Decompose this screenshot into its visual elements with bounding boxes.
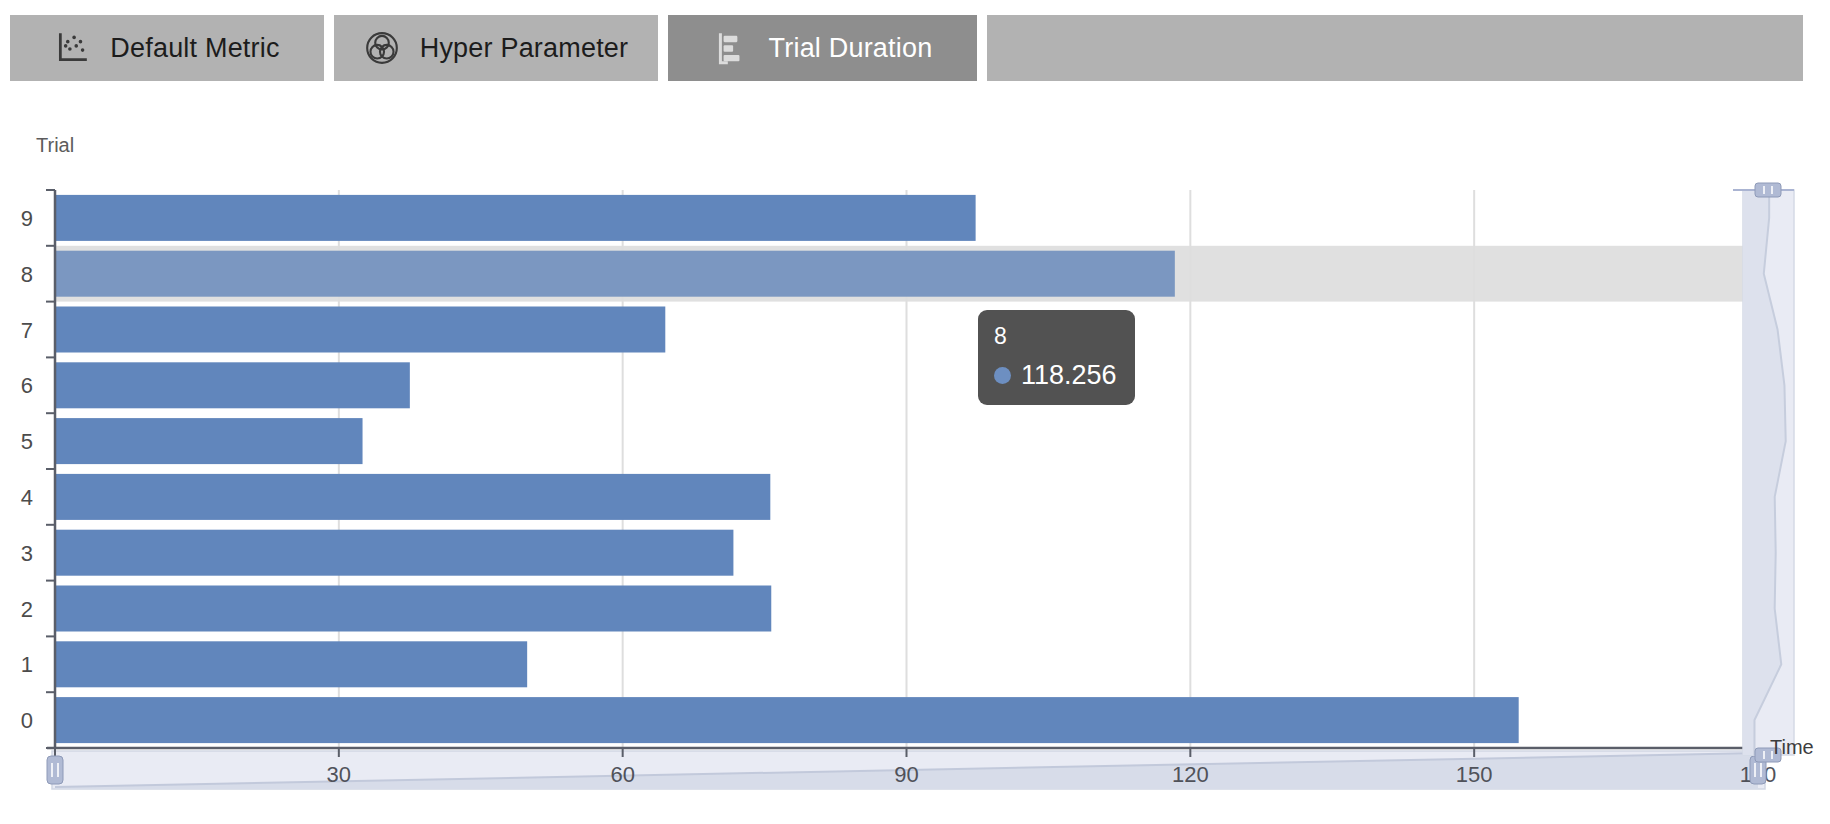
bar-trial-9[interactable] [56, 195, 976, 241]
y-axis-label-3: 3 [21, 541, 33, 566]
bar-trial-2[interactable] [56, 586, 771, 632]
y-axis-label-4: 4 [21, 485, 33, 510]
bar-trial-5[interactable] [56, 418, 363, 464]
bar-trial-7[interactable] [56, 307, 665, 353]
bar-trial-4[interactable] [56, 474, 770, 520]
bar-trial-0[interactable] [56, 697, 1519, 743]
x-axis-label-120: 120 [1172, 762, 1209, 787]
x-axis-name: Time [1770, 736, 1814, 758]
bar-trial-1[interactable] [56, 641, 527, 687]
datazoom-vertical-top-handle[interactable] [1755, 183, 1781, 197]
y-axis-name: Trial [36, 134, 74, 156]
tooltip-series-dot [994, 367, 1011, 384]
bar-trial-6[interactable] [56, 362, 410, 408]
x-axis-label-150: 150 [1456, 762, 1493, 787]
y-axis-label-7: 7 [21, 318, 33, 343]
tooltip-value: 118.256 [1021, 360, 1117, 391]
bar-trial-8[interactable] [56, 251, 1175, 297]
chart-tooltip: 8 118.256 [978, 310, 1135, 405]
y-axis-label-5: 5 [21, 429, 33, 454]
y-axis-label-0: 0 [21, 708, 33, 733]
x-axis-label-60: 60 [610, 762, 634, 787]
y-axis-label-2: 2 [21, 597, 33, 622]
x-axis-label-30: 30 [327, 762, 351, 787]
datazoom-horizontal-left-handle[interactable] [47, 756, 63, 784]
y-axis-label-6: 6 [21, 373, 33, 398]
trial-duration-panel: Default Metric Hyper Parameter [0, 0, 1830, 824]
tooltip-trial-id: 8 [994, 323, 1117, 351]
y-axis-label-8: 8 [21, 262, 33, 287]
trial-duration-chart: 9876543210Trial0306090120150180Time [0, 0, 1830, 824]
x-axis-label-90: 90 [894, 762, 918, 787]
y-axis-label-9: 9 [21, 206, 33, 231]
y-axis-label-1: 1 [21, 652, 33, 677]
bar-trial-3[interactable] [56, 530, 733, 576]
